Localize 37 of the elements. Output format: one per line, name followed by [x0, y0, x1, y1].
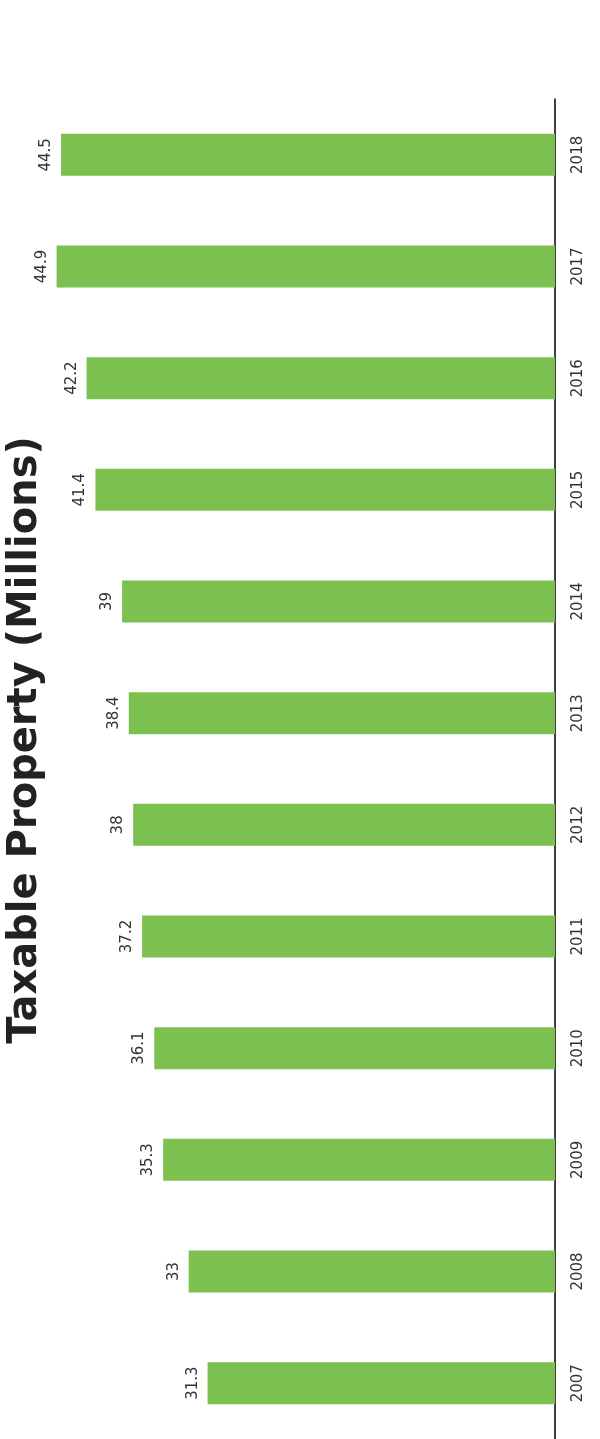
- data-label: 44.9: [31, 249, 50, 284]
- bar: [56, 245, 555, 288]
- y-tick-label: 2011: [567, 917, 586, 956]
- data-label: 44.5: [36, 138, 55, 172]
- bar: [95, 468, 555, 511]
- data-label: 33: [163, 1261, 182, 1282]
- data-label: 41.4: [70, 473, 89, 507]
- y-tick-label: 2009: [567, 1140, 586, 1179]
- bar: [128, 692, 555, 735]
- bar: [163, 1138, 555, 1181]
- data-label: 35.3: [138, 1143, 157, 1177]
- y-tick-label: 2016: [567, 359, 586, 398]
- bar: [207, 1362, 555, 1405]
- data-label: 31.3: [182, 1366, 201, 1400]
- data-label: 39: [97, 591, 116, 612]
- bar: [122, 580, 555, 623]
- y-tick-label: 2018: [567, 135, 586, 174]
- data-label: 38: [108, 815, 127, 835]
- data-label: 38.4: [103, 696, 122, 730]
- bar: [61, 133, 555, 176]
- y-tick-label: 2015: [567, 470, 586, 509]
- y-tick-label: 2010: [567, 1029, 586, 1068]
- data-label: 36.1: [129, 1031, 148, 1065]
- data-label: 42.2: [61, 361, 80, 395]
- bar: [188, 1250, 555, 1293]
- y-tick-label: 2013: [567, 694, 586, 733]
- y-tick-label: 2007: [567, 1364, 586, 1403]
- bar: [133, 803, 555, 846]
- bar: [154, 1027, 555, 1070]
- bar: [142, 915, 555, 958]
- y-tick-label: 2014: [567, 582, 586, 621]
- data-label: 37.2: [117, 919, 136, 954]
- y-tick-label: 2017: [567, 247, 586, 286]
- text: Taxable Property (Millions): [0, 436, 45, 1044]
- y-tick-label: 2008: [567, 1252, 586, 1291]
- bar: [86, 357, 555, 400]
- y-tick-label: 2012: [567, 805, 586, 844]
